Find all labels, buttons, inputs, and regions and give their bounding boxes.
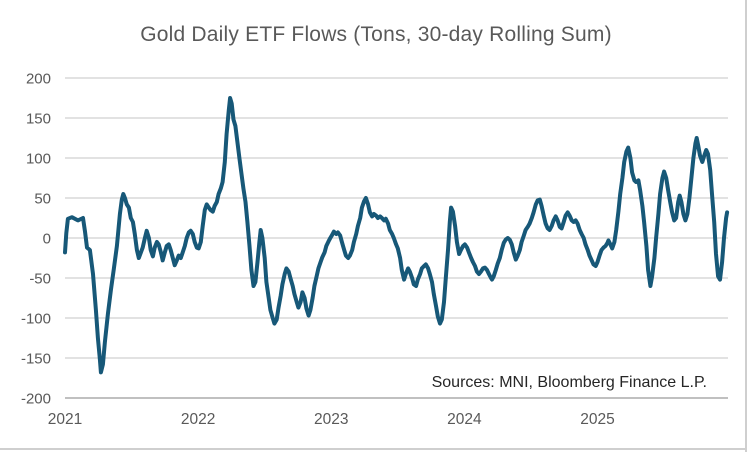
x-axis-tick-label: 2022 bbox=[181, 411, 215, 428]
chart-border-bottom bbox=[0, 448, 747, 450]
y-axis-tick-label: -50 bbox=[29, 271, 51, 288]
y-axis-tick-label: -150 bbox=[21, 351, 51, 368]
y-axis-tick-label: -100 bbox=[21, 311, 51, 328]
y-axis-tick-label: 100 bbox=[26, 151, 51, 168]
x-axis-tick-label: 2025 bbox=[580, 411, 614, 428]
x-axis-tick-label: 2024 bbox=[447, 411, 482, 428]
y-axis-tick-label: 200 bbox=[26, 71, 51, 88]
y-axis-tick-label: 150 bbox=[26, 111, 51, 128]
x-axis-tick-label: 2021 bbox=[48, 411, 82, 428]
y-axis-tick-label: 0 bbox=[43, 231, 51, 248]
y-axis-tick-label: 50 bbox=[34, 191, 51, 208]
x-axis-tick-label: 2023 bbox=[314, 411, 348, 428]
chart-border-right bbox=[745, 0, 747, 452]
source-note: Sources: MNI, Bloomberg Finance L.P. bbox=[431, 374, 707, 391]
flows-line-series bbox=[63, 96, 730, 375]
chart-title: Gold Daily ETF Flows (Tons, 30-day Rolli… bbox=[140, 23, 612, 46]
y-axis-tick-label: -200 bbox=[21, 391, 51, 408]
